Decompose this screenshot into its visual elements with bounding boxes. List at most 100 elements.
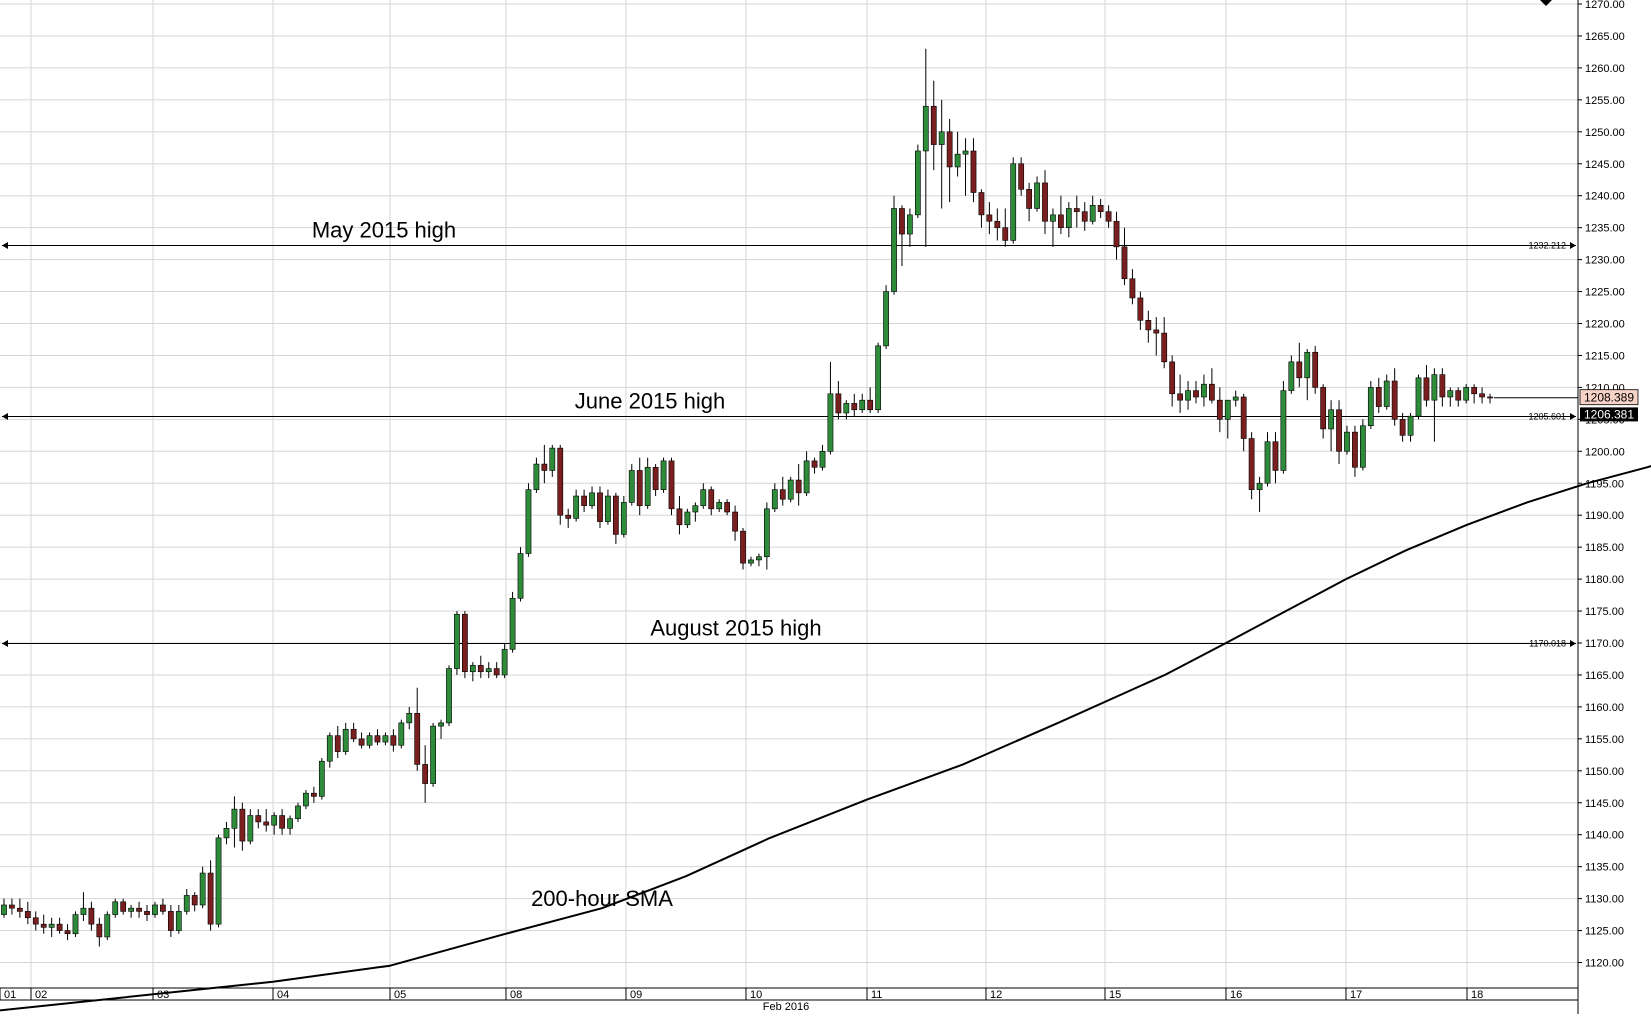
candle-body [469,665,476,673]
candle [589,486,595,509]
candle-body [1105,211,1112,222]
candle [223,821,230,845]
y-tick-label: 1200.00 [1585,446,1625,458]
candle [56,917,63,934]
candle [247,809,254,845]
candle-body [104,914,111,938]
candle [366,732,373,749]
candle-body [501,649,508,676]
candle-body [24,911,31,919]
candle-body [334,735,341,752]
sma-group [0,464,1651,1012]
candle [24,901,31,925]
candle [32,911,39,931]
candle-body [295,805,301,820]
candle [80,892,87,921]
candle [1399,412,1406,442]
y-tick-label: 1240.00 [1585,191,1625,203]
level-name-label: June 2015 high [575,389,725,414]
candle [199,866,206,909]
candle-body [374,735,381,743]
candle-body [1042,182,1048,222]
candle [1383,374,1390,410]
candle-body [454,613,460,669]
candle-body [152,904,158,915]
candle-body [557,447,564,516]
candle-body [668,460,675,510]
candle [1193,381,1199,404]
candle [1431,368,1438,442]
candle-body [223,828,230,839]
y-tick-label: 1235.00 [1585,223,1625,235]
candle [1471,384,1478,404]
candle [875,342,882,413]
candle [1145,310,1152,343]
candle-body [716,502,723,510]
candle [485,662,492,679]
x-axis: 01 02 03 04 05 08 09 10 11 12 15 16 17 18 Feb 2016 [0,987,1578,1013]
candle-body [509,597,516,650]
candle-body [732,511,738,532]
candle [144,904,150,921]
level-lines: 1232.212 1205.601 1170.018 [2,241,1576,649]
candle [549,444,556,477]
candle [358,732,365,749]
candle-body [1487,396,1493,399]
sma-label: 200-hour SMA [531,886,673,911]
candle-body [1256,482,1263,490]
candle [779,476,786,506]
x-tick-label: 12 [990,989,1002,1001]
candle [406,706,413,730]
candle-body [1185,390,1191,401]
candle-body [1320,387,1327,430]
candle [16,898,23,918]
candle [970,138,977,203]
y-tick-label: 1155.00 [1585,734,1624,746]
candle-body [1375,387,1382,407]
candle [851,393,858,417]
candle [1352,425,1358,477]
candle [1312,345,1319,394]
candle [1272,432,1279,484]
candle-body [795,479,802,494]
candle [1089,195,1096,225]
candle [668,457,675,516]
candle [88,901,95,931]
candle [803,451,810,497]
candle-body [1240,396,1247,439]
candle-body [1034,182,1040,209]
x-tick-label: 08 [510,989,522,1001]
candle [732,505,738,541]
annotations: May 2015 high June 2015 high August 2015 h… [312,218,822,912]
candle-body [612,495,619,535]
candle [1,898,7,918]
level-value-label: 1205.601 [1528,412,1566,422]
x-tick-label: 11 [871,989,882,1001]
candle-body [756,556,762,561]
candle-body [867,399,874,411]
candle-body [946,131,953,168]
candle [907,208,913,247]
y-tick-label: 1145.00 [1585,798,1624,810]
candle-body [1272,441,1279,471]
candle [1439,368,1446,407]
candle [1407,412,1414,442]
y-tick-label: 1230.00 [1585,255,1625,267]
candle [1463,384,1470,404]
y-tick-label: 1165.00 [1585,670,1624,682]
candle-body [843,403,850,414]
candle-body [1097,204,1104,212]
candle [700,483,707,509]
candle-body [597,492,603,522]
candle-body [1280,390,1287,471]
candle [676,496,683,535]
candle-body [485,668,492,673]
candle-body [740,530,746,564]
candle [827,361,834,455]
candle-body [144,911,150,915]
candle [1280,381,1287,474]
candle [954,131,961,177]
candle-body [422,764,429,784]
candle [422,745,429,803]
